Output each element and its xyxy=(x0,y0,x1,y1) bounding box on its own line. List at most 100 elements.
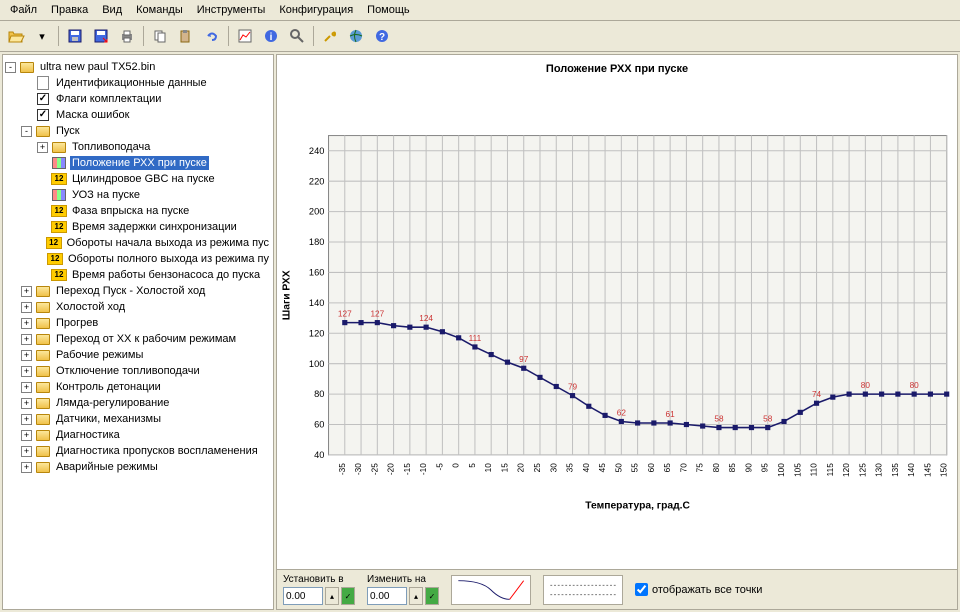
check-icon: ✓ xyxy=(35,92,51,106)
line-chart[interactable]: 406080100120140160180200220240-35-30-25-… xyxy=(277,79,957,563)
tree-item[interactable]: Лямда-регулирование xyxy=(54,396,171,410)
svg-text:115: 115 xyxy=(826,463,835,477)
menu-Команды[interactable]: Команды xyxy=(130,2,189,18)
svg-text:160: 160 xyxy=(309,268,324,278)
svg-text:-15: -15 xyxy=(403,463,412,475)
check-icon: ✓ xyxy=(35,108,51,122)
globe-icon[interactable] xyxy=(344,24,368,48)
spin-icon[interactable]: ▴ xyxy=(409,587,423,605)
menu-Правка[interactable]: Правка xyxy=(45,2,94,18)
tree-item[interactable]: Аварийные режимы xyxy=(54,460,160,474)
tree-item[interactable]: Цилиндровое GBC на пуске xyxy=(70,172,217,186)
tree-toggle[interactable]: + xyxy=(37,142,48,153)
tree-item[interactable]: Обороты начала выхода из режима пус xyxy=(65,236,271,250)
tree-item[interactable]: УОЗ на пуске xyxy=(70,188,142,202)
chart-icon xyxy=(51,156,67,170)
tree-panel[interactable]: - ultra new paul TX52.bin Идентификационны… xyxy=(2,54,274,610)
svg-text:105: 105 xyxy=(793,463,802,477)
tree-item[interactable]: Идентификационные данные xyxy=(54,76,209,90)
tree-toggle[interactable]: + xyxy=(21,414,32,425)
svg-text:97: 97 xyxy=(519,355,529,364)
bottom-toolbar: Установить в ▴ ✓ Изменить на ▴ ✓ от xyxy=(276,570,958,610)
tree-toggle[interactable]: + xyxy=(21,430,32,441)
info-icon[interactable]: i xyxy=(259,24,283,48)
chart-icon xyxy=(51,188,67,202)
tree-item[interactable]: Положение РХХ при пуске xyxy=(70,156,209,170)
show-points-checkbox[interactable] xyxy=(635,583,648,596)
folder-icon xyxy=(35,428,51,442)
copy-icon[interactable] xyxy=(148,24,172,48)
tree-toggle[interactable]: + xyxy=(21,334,32,345)
tree-item[interactable]: Рабочие режимы xyxy=(54,348,145,362)
tree-item[interactable]: Время задержки синхронизации xyxy=(70,220,239,234)
svg-text:75: 75 xyxy=(696,463,705,473)
apply-set-icon[interactable]: ✓ xyxy=(341,587,355,605)
tree-item[interactable]: Флаги комплектации xyxy=(54,92,163,106)
set-input[interactable] xyxy=(283,587,323,605)
tree-toggle[interactable]: - xyxy=(5,62,16,73)
search-icon[interactable] xyxy=(285,24,309,48)
tree-item[interactable]: Переход Пуск - Холостой ход xyxy=(54,284,207,298)
open-icon[interactable] xyxy=(4,24,28,48)
apply-change-icon[interactable]: ✓ xyxy=(425,587,439,605)
tree-toggle[interactable]: + xyxy=(21,302,32,313)
folder-icon xyxy=(35,124,51,138)
tree-item[interactable]: Датчики, механизмы xyxy=(54,412,163,426)
svg-text:100: 100 xyxy=(777,463,786,477)
tree-item[interactable]: Время работы бензонасоса до пуска xyxy=(70,268,262,282)
tree-item[interactable]: Диагностика пропусков воспламенения xyxy=(54,444,260,458)
tree-item[interactable]: Холостой ход xyxy=(54,300,127,314)
tree-item[interactable]: Диагностика xyxy=(54,428,122,442)
save-icon[interactable] xyxy=(63,24,87,48)
tree-item[interactable]: Фаза впрыска на пуске xyxy=(70,204,191,218)
tree-toggle[interactable]: + xyxy=(21,366,32,377)
svg-text:120: 120 xyxy=(842,463,851,477)
svg-text:-30: -30 xyxy=(354,463,363,475)
svg-text:-35: -35 xyxy=(338,463,347,475)
folder-icon xyxy=(35,380,51,394)
tree-toggle[interactable]: + xyxy=(21,350,32,361)
saveas-icon[interactable] xyxy=(89,24,113,48)
tree-item[interactable]: Переход от ХХ к рабочим режимам xyxy=(54,332,238,346)
svg-text:0: 0 xyxy=(452,463,461,468)
tree-toggle[interactable]: + xyxy=(21,462,32,473)
svg-text:180: 180 xyxy=(309,237,324,247)
chart-icon[interactable] xyxy=(233,24,257,48)
folder-icon xyxy=(35,396,51,410)
menu-Вид[interactable]: Вид xyxy=(96,2,128,18)
tree-toggle[interactable]: + xyxy=(21,382,32,393)
mini-curve-1[interactable] xyxy=(451,575,531,605)
menu-Конфигурация[interactable]: Конфигурация xyxy=(273,2,359,18)
change-input[interactable] xyxy=(367,587,407,605)
tree-item[interactable]: Контроль детонации xyxy=(54,380,163,394)
menu-Инструменты[interactable]: Инструменты xyxy=(191,2,272,18)
chart-title: Положение РХХ при пуске xyxy=(277,55,957,79)
paste-icon[interactable] xyxy=(174,24,198,48)
tree-item[interactable]: Прогрев xyxy=(54,316,100,330)
svg-text:135: 135 xyxy=(891,463,900,477)
svg-text:124: 124 xyxy=(419,314,433,323)
tree-item[interactable]: Топливоподача xyxy=(70,140,152,154)
print-icon[interactable] xyxy=(115,24,139,48)
mini-curve-2[interactable] xyxy=(543,575,623,605)
num-icon: 12 xyxy=(46,236,62,250)
spin-up-icon[interactable]: ▴ xyxy=(325,587,339,605)
dropdown-icon[interactable]: ▾ xyxy=(30,24,54,48)
folder-icon xyxy=(35,348,51,362)
tools-icon[interactable] xyxy=(318,24,342,48)
tree-toggle[interactable]: + xyxy=(21,446,32,457)
tree-item[interactable]: Маска ошибок xyxy=(54,108,131,122)
tree-item[interactable]: Обороты полного выхода из режима пу xyxy=(66,252,271,266)
tree-root[interactable]: ultra new paul TX52.bin xyxy=(38,60,157,74)
menu-Файл[interactable]: Файл xyxy=(4,2,43,18)
tree-toggle[interactable]: + xyxy=(21,318,32,329)
svg-text:25: 25 xyxy=(533,463,542,473)
tree-item[interactable]: Пуск xyxy=(54,124,82,138)
tree-toggle[interactable]: - xyxy=(21,126,32,137)
menu-Помощь[interactable]: Помощь xyxy=(361,2,416,18)
tree-toggle[interactable]: + xyxy=(21,286,32,297)
tree-toggle[interactable]: + xyxy=(21,398,32,409)
undo-icon[interactable] xyxy=(200,24,224,48)
tree-item[interactable]: Отключение топливоподачи xyxy=(54,364,202,378)
help-icon[interactable]: ? xyxy=(370,24,394,48)
